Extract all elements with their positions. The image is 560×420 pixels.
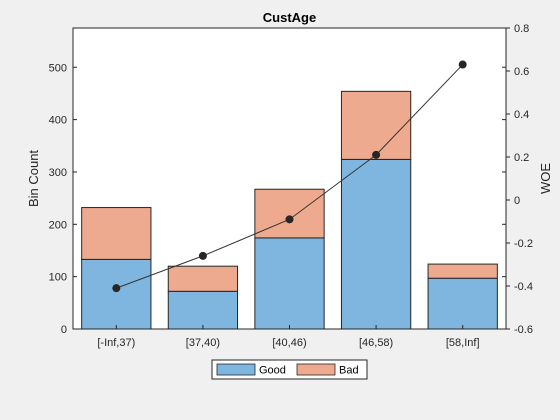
bars-layer [81, 90, 498, 330]
bar-good-3 [340, 158, 412, 330]
right-tick-label-6: 0.6 [514, 66, 529, 78]
left-tick-label-0: 0 [61, 324, 67, 336]
legend-good-swatch [216, 363, 256, 376]
y2-axis-label: WOE [538, 163, 553, 194]
right-tick-label-7: 0.8 [514, 23, 529, 35]
x-tick-label-1: [37,40) [186, 337, 220, 349]
left-tick-label-3: 300 [49, 167, 67, 179]
x-tick-label-4: [58,Inf] [446, 337, 480, 349]
woe-point-2 [285, 215, 294, 224]
x-tick-label-3: [46,58) [359, 337, 393, 349]
right-axis-ticks: -0.6 -0.4 -0.2 0 0.2 0.4 0.6 0.8 [506, 23, 533, 336]
right-tick-label-2: -0.2 [514, 238, 533, 250]
woe-line-layer [112, 60, 467, 293]
woe-point-1 [198, 251, 207, 260]
legend-good-label: Good [259, 365, 286, 377]
woe-point-4 [458, 60, 467, 69]
legend-bad-label: Bad [339, 365, 359, 377]
x-tick-label-2: [40,46) [272, 337, 306, 349]
right-tick-label-4: 0.2 [514, 152, 529, 164]
woe-point-3 [372, 150, 381, 159]
bar-good-4 [427, 277, 498, 330]
bar-good-0 [81, 258, 152, 330]
x-axis-ticks: [-Inf,37) [37,40) [40,46) [46,58) [58,Inf] [97, 325, 480, 349]
bar-bad-3 [340, 90, 412, 160]
bar-bad-4 [427, 263, 498, 279]
left-tick-label-4: 400 [49, 115, 67, 127]
left-tick-label-2: 200 [49, 219, 67, 231]
right-tick-label-0: -0.6 [514, 324, 533, 336]
bar-good-1 [167, 290, 239, 330]
chart-title: CustAge [263, 10, 316, 25]
left-tick-label-5: 500 [49, 62, 67, 74]
woe-point-0 [112, 284, 121, 293]
y-axis-label: Bin Count [26, 150, 41, 207]
bar-bad-1 [167, 265, 239, 292]
left-axis-ticks: 0 100 200 300 400 500 [49, 62, 506, 336]
legend-bad-swatch [296, 363, 336, 376]
bar-good-2 [254, 237, 325, 330]
bar-bad-2 [254, 188, 325, 239]
bar-bad-0 [81, 207, 152, 260]
legend: Good Bad [211, 359, 368, 380]
right-tick-label-1: -0.4 [514, 281, 533, 293]
right-tick-label-3: 0 [514, 195, 520, 207]
left-tick-label-1: 100 [49, 272, 67, 284]
x-tick-label-0: [-Inf,37) [97, 337, 135, 349]
right-tick-label-5: 0.4 [514, 109, 529, 121]
